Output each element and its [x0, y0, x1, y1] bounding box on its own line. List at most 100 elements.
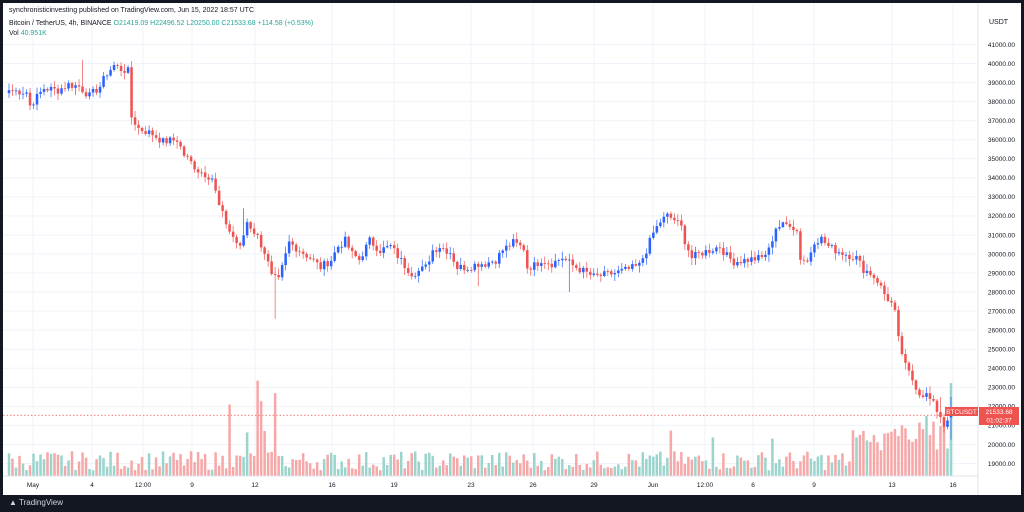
volume-bar	[175, 459, 179, 476]
time-tick-label: 19	[390, 482, 398, 489]
candle-body	[396, 248, 399, 259]
volume-bar	[802, 455, 806, 476]
volume-bar	[63, 465, 67, 476]
candle-body	[280, 265, 284, 278]
volume-bar	[186, 458, 189, 476]
volume-bar	[536, 465, 540, 476]
chart-panel[interactable]: 41000.00 40000.00 39000.00 38000.00 37000.00…	[3, 3, 1021, 495]
volume-bar	[701, 461, 704, 476]
volume-bar	[799, 461, 802, 476]
candle-body	[60, 88, 63, 94]
candle-body	[718, 247, 722, 249]
candle-body	[109, 69, 112, 76]
candle-body	[652, 232, 655, 238]
btc-candlestick-chart[interactable]: 41000.00 40000.00 39000.00 38000.00 37000.00…	[3, 3, 1021, 495]
volume-bar	[767, 470, 771, 476]
volume-bar	[921, 429, 925, 476]
candle-body	[701, 252, 704, 256]
volume-bar	[102, 458, 105, 476]
candle-body	[105, 75, 109, 77]
volume-bar	[708, 468, 711, 476]
candle-body	[389, 245, 392, 247]
time-tick-label: 4	[90, 482, 94, 489]
volume-bar	[876, 442, 879, 476]
candle-body	[452, 253, 455, 262]
volume-bar	[519, 463, 522, 476]
volume-bar	[820, 455, 823, 476]
volume-bar	[112, 465, 116, 476]
candle-body	[781, 222, 785, 228]
candle-body	[834, 245, 837, 254]
volume-bar	[886, 432, 890, 476]
volume-bar	[816, 456, 820, 476]
candle-body	[154, 135, 158, 138]
volume-bar	[305, 461, 308, 476]
candle-body	[820, 236, 823, 244]
volume-bar	[193, 462, 196, 476]
volume-bar	[858, 434, 862, 476]
price-axis-title: USDT	[989, 19, 1009, 26]
candle-body	[112, 65, 116, 70]
volume-bar	[879, 450, 883, 476]
candle-body	[294, 244, 298, 252]
candle-body	[399, 258, 403, 259]
volume-bar	[18, 455, 21, 476]
volume-bar	[928, 435, 932, 476]
candle-body	[708, 250, 711, 253]
volume-bar	[322, 459, 326, 476]
volume-bar	[694, 456, 697, 476]
volume-bar	[823, 470, 827, 476]
candle-body	[140, 127, 144, 132]
candle-body	[841, 252, 844, 255]
volume-bar	[179, 454, 182, 476]
volume-bar	[343, 467, 347, 476]
candle-body	[186, 155, 189, 157]
volume-bar	[508, 455, 512, 476]
candle-body	[585, 267, 589, 272]
candle-body	[273, 273, 277, 276]
time-axis[interactable]: May 4 12:00 9 12 16 19 23 26 29 Jun 12:00 6 9 13 16	[27, 482, 957, 489]
price-tick-label: 31000.00	[988, 232, 1015, 239]
volume-bar	[259, 401, 263, 476]
candle-body	[392, 245, 396, 249]
volume-bar	[809, 458, 813, 476]
candle-body	[596, 273, 599, 275]
candle-body	[746, 258, 750, 262]
volume-bar	[795, 468, 799, 476]
price-tag-symbol-box	[945, 407, 978, 416]
volume-bar	[624, 466, 627, 476]
price-tick-label: 25000.00	[988, 347, 1015, 354]
candle-body	[704, 250, 708, 256]
candle-body	[210, 178, 214, 180]
volume-bar	[851, 430, 855, 476]
time-tick-label: 12	[251, 482, 259, 489]
candle-body	[624, 266, 627, 269]
volume-bar	[147, 453, 151, 476]
volume-bar	[505, 452, 508, 476]
candle-body	[193, 161, 196, 170]
price-tick-label: 35000.00	[988, 156, 1015, 163]
candle-body	[431, 250, 434, 262]
symbol-description[interactable]: Bitcoin / TetherUS, 4h, BINANCE	[9, 20, 112, 27]
volume-bar	[512, 462, 515, 476]
volume-bar	[907, 439, 911, 476]
time-tick-label: 16	[328, 482, 336, 489]
price-axis[interactable]: 41000.00 40000.00 39000.00 38000.00 37000.00…	[988, 42, 1015, 468]
candle-body	[890, 300, 893, 303]
candle-body	[613, 273, 617, 275]
volume-bar	[39, 454, 42, 476]
volume-bar	[620, 469, 624, 476]
time-tick-label: 13	[888, 482, 896, 489]
tradingview-logo[interactable]: ▲ TradingView	[9, 498, 63, 507]
candle-body	[617, 270, 620, 274]
volume-bar	[515, 459, 519, 476]
candle-body	[729, 252, 732, 259]
candle-body	[862, 260, 865, 274]
volume-label[interactable]: Vol	[9, 30, 19, 37]
volume-bar	[46, 452, 49, 476]
volume-bar	[364, 452, 368, 476]
volume-bar	[589, 467, 592, 476]
volume-bar	[91, 470, 95, 476]
candle-body	[266, 253, 270, 262]
